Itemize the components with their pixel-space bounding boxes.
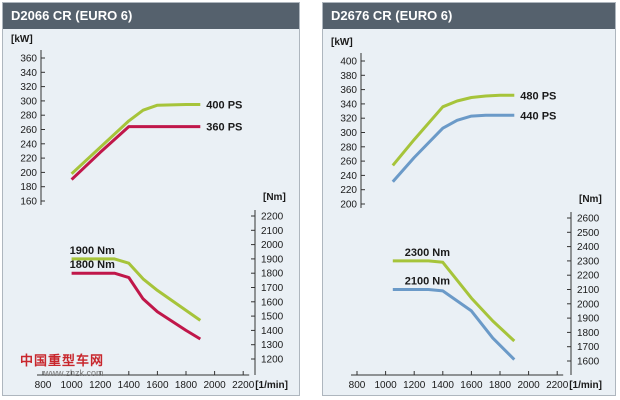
torque-tick-label: 2600 <box>577 214 600 225</box>
power-curve <box>70 103 201 175</box>
chart-d2676: [kW] 200 220 240 260 280 300 320 340 360 380 400 [Nm… <box>331 37 602 391</box>
power-tick-label: 160 <box>20 197 37 208</box>
power-tick-label: 200 <box>20 168 37 179</box>
torque-tick-label: 1700 <box>261 283 284 294</box>
x-tick-label: 2000 <box>203 380 226 391</box>
torque-series-label: 1800 Nm <box>70 259 115 271</box>
power-tick-label: 400 <box>340 57 357 68</box>
torque-series-label: 2100 Nm <box>405 276 450 288</box>
x-tick-label: 800 <box>349 380 366 391</box>
power-tick-label: 360 <box>20 54 37 65</box>
chart-d2066: [kW] 160 180 200 220 240 260 280 300 320 340 360 [Nm… <box>11 34 288 391</box>
power-series-label: 480 PS <box>520 90 556 102</box>
power-tick-label: 380 <box>340 71 357 82</box>
torque-curve <box>71 271 202 341</box>
power-tick-label: 300 <box>20 96 37 107</box>
chart-panel-d2676: D2676 CR (EURO 6) [kW] 200 220 240 260 280 300… <box>322 2 616 396</box>
torque-tick-label: 2000 <box>261 240 284 251</box>
power-tick-label: 240 <box>20 139 37 150</box>
chart-title: D2066 CR (EURO 6) <box>3 3 299 29</box>
x-tick-label: 2000 <box>517 380 540 391</box>
torque-tick-label: 1500 <box>261 312 284 323</box>
torque-tick-label: 2000 <box>577 299 600 310</box>
power-tick-label: 360 <box>340 85 357 96</box>
torque-tick-label: 1800 <box>261 269 284 280</box>
x-unit-label: [1/min] <box>569 380 602 391</box>
torque-unit-label: [Nm] <box>579 194 602 205</box>
watermark-url: www.zhzk.com <box>44 368 104 378</box>
power-tick-label: 300 <box>340 128 357 139</box>
chart-title: D2676 CR (EURO 6) <box>323 3 615 29</box>
torque-series-label: 2300 Nm <box>405 247 450 259</box>
power-tick-label: 320 <box>20 82 37 93</box>
torque-tick-label: 1800 <box>577 328 600 339</box>
power-curve <box>391 113 515 183</box>
power-tick-label: 280 <box>20 111 37 122</box>
x-tick-label: 1400 <box>432 380 455 391</box>
power-curve <box>70 125 201 181</box>
power-series-label: 440 PS <box>520 110 556 122</box>
torque-tick-label: 2200 <box>261 212 284 223</box>
power-tick-label: 340 <box>20 68 37 79</box>
torque-tick-label: 1400 <box>261 326 284 337</box>
x-tick-label: 1000 <box>374 380 397 391</box>
torque-tick-label: 2100 <box>577 285 600 296</box>
power-tick-label: 220 <box>340 185 357 196</box>
torque-tick-label: 1900 <box>577 314 600 325</box>
power-tick-label: 220 <box>20 154 37 165</box>
power-series-label: 400 PS <box>206 99 242 111</box>
power-tick-label: 200 <box>340 200 357 211</box>
power-tick-label: 240 <box>340 171 357 182</box>
power-unit-label: [kW] <box>11 34 33 45</box>
power-tick-label: 320 <box>340 114 357 125</box>
torque-tick-label: 1200 <box>261 355 284 366</box>
power-tick-label: 260 <box>340 157 357 168</box>
power-tick-label: 260 <box>20 125 37 136</box>
torque-tick-label: 2100 <box>261 226 284 237</box>
x-unit-label: [1/min] <box>255 380 288 391</box>
x-tick-label: 800 <box>35 380 52 391</box>
power-curve <box>391 93 515 167</box>
torque-curve <box>71 257 202 322</box>
x-tick-label: 1400 <box>118 380 141 391</box>
torque-tick-label: 1600 <box>577 357 600 368</box>
x-tick-label: 2200 <box>232 380 255 391</box>
power-tick-label: 180 <box>20 182 37 193</box>
torque-tick-label: 1700 <box>577 342 600 353</box>
torque-unit-label: [Nm] <box>263 192 286 203</box>
torque-tick-label: 2500 <box>577 228 600 239</box>
x-tick-label: 1800 <box>489 380 512 391</box>
torque-curve <box>392 288 516 361</box>
chart-panel-d2066: D2066 CR (EURO 6) [kW] 160 180 200 220 240 260… <box>2 2 300 396</box>
x-tick-label: 1200 <box>89 380 112 391</box>
power-unit-label: [kW] <box>331 37 353 48</box>
watermark-logo: 中国重型车网 <box>20 353 105 368</box>
torque-tick-label: 2200 <box>577 271 600 282</box>
x-tick-label: 1600 <box>460 380 483 391</box>
torque-tick-label: 2400 <box>577 242 600 253</box>
power-tick-label: 280 <box>340 142 357 153</box>
x-tick-label: 1200 <box>403 380 426 391</box>
torque-tick-label: 1600 <box>261 297 284 308</box>
power-tick-label: 340 <box>340 99 357 110</box>
x-tick-label: 1600 <box>146 380 169 391</box>
torque-tick-label: 1300 <box>261 340 284 351</box>
torque-tick-label: 1900 <box>261 254 284 265</box>
torque-curve <box>392 259 516 343</box>
torque-series-label: 1900 Nm <box>70 245 115 257</box>
x-tick-label: 1800 <box>175 380 198 391</box>
torque-tick-label: 2300 <box>577 256 600 267</box>
x-tick-label: 2200 <box>546 380 569 391</box>
power-series-label: 360 PS <box>206 122 242 134</box>
x-tick-label: 1000 <box>60 380 83 391</box>
